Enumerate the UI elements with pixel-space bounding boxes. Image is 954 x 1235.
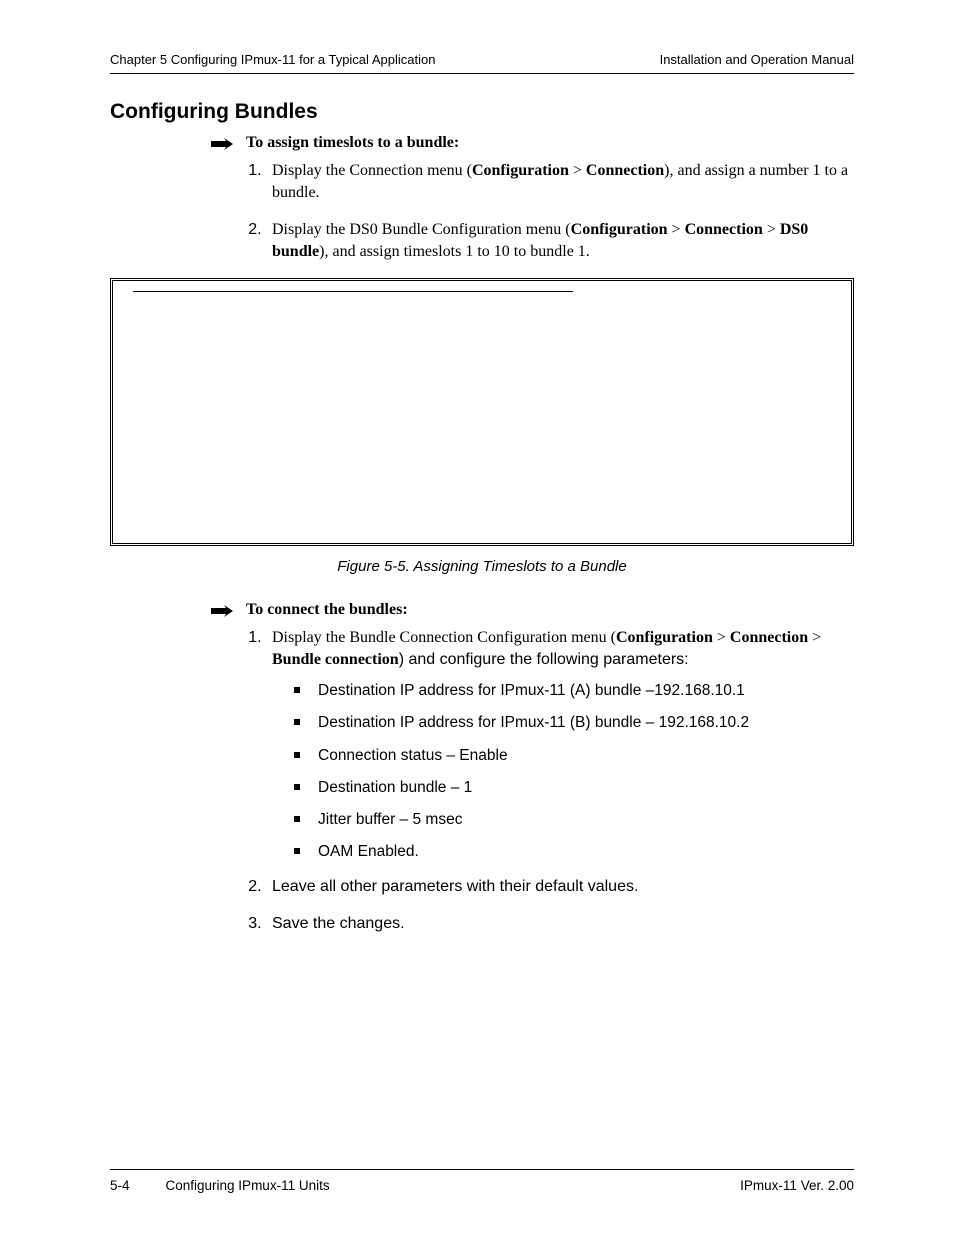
figure-divider: [133, 291, 573, 292]
task1-step2: Display the DS0 Bundle Configuration men…: [266, 219, 854, 264]
text: >: [713, 629, 730, 646]
menu-path: Configuration: [571, 221, 668, 238]
footer-version: IPmux-11 Ver. 2.00: [740, 1178, 854, 1193]
section-title: Configuring Bundles: [110, 100, 854, 124]
menu-path: Connection: [685, 221, 763, 238]
menu-path: Bundle connection: [272, 651, 399, 668]
text: >: [808, 629, 821, 646]
bullet-item: Connection status – Enable: [294, 746, 854, 766]
text: Display the DS0 Bundle Configuration men…: [272, 221, 571, 238]
arrow-icon: [210, 137, 234, 151]
footer-page-number: 5-4: [110, 1178, 130, 1193]
task-label: To assign timeslots to a bundle:: [246, 134, 459, 152]
task2-step1: Display the Bundle Connection Configurat…: [266, 627, 854, 863]
task1-steps: Display the Connection menu (Configurati…: [246, 160, 854, 264]
task2-step3: Save the changes.: [266, 913, 854, 935]
bullet-item: OAM Enabled.: [294, 842, 854, 862]
menu-path: Configuration: [616, 629, 713, 646]
text: >: [763, 221, 780, 238]
text: >: [668, 221, 685, 238]
task-connect-bundles: To connect the bundles:: [210, 601, 854, 619]
task-label: To connect the bundles:: [246, 601, 408, 619]
page-header: Chapter 5 Configuring IPmux-11 for a Typ…: [110, 52, 854, 74]
text: Display the Connection menu (: [272, 162, 472, 179]
text: ) and configure the following parameters…: [399, 651, 689, 668]
task-assign-timeslots: To assign timeslots to a bundle:: [210, 134, 854, 152]
task2-steps: Display the Bundle Connection Configurat…: [246, 627, 854, 935]
task2-step2: Leave all other parameters with their de…: [266, 876, 854, 898]
header-right: Installation and Operation Manual: [660, 52, 854, 67]
page-footer: 5-4 Configuring IPmux-11 Units IPmux-11 …: [110, 1169, 854, 1193]
bullet-item: Destination IP address for IPmux-11 (A) …: [294, 681, 854, 701]
footer-section: Configuring IPmux-11 Units: [166, 1178, 330, 1193]
text: ), and assign timeslots 1 to 10 to bundl…: [319, 243, 590, 260]
header-left: Chapter 5 Configuring IPmux-11 for a Typ…: [110, 52, 435, 67]
text: >: [569, 162, 586, 179]
arrow-icon: [210, 604, 234, 618]
menu-path: Connection: [730, 629, 808, 646]
figure-caption: Figure 5-5. Assigning Timeslots to a Bun…: [110, 558, 854, 575]
bullet-item: Jitter buffer – 5 msec: [294, 810, 854, 830]
menu-path: Configuration: [472, 162, 569, 179]
task2-bullets: Destination IP address for IPmux-11 (A) …: [294, 681, 854, 862]
bullet-item: Destination bundle – 1: [294, 778, 854, 798]
menu-path: Connection: [586, 162, 664, 179]
text: Display the Bundle Connection Configurat…: [272, 629, 616, 646]
task1-step1: Display the Connection menu (Configurati…: [266, 160, 854, 205]
bullet-item: Destination IP address for IPmux-11 (B) …: [294, 713, 854, 733]
figure-placeholder: [110, 278, 854, 546]
